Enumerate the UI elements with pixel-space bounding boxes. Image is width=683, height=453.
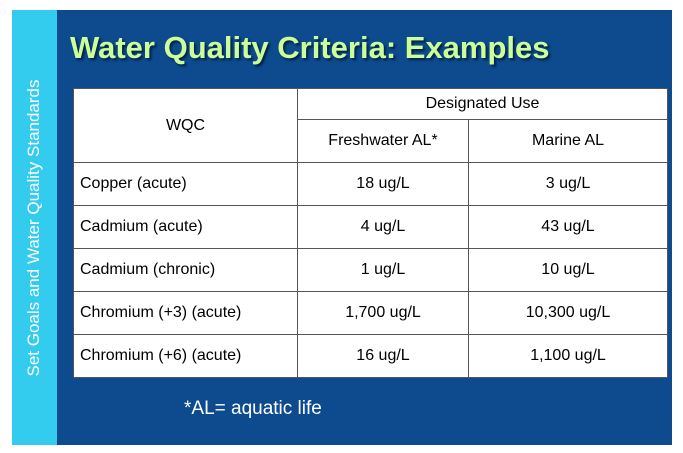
table-row: Chromium (+6) (acute) 16 ug/L 1,100 ug/L	[73, 334, 668, 378]
table-row: Cadmium (chronic) 1 ug/L 10 ug/L	[73, 248, 668, 292]
table-cell: 3 ug/L	[468, 162, 668, 206]
table-row: Cadmium (acute) 4 ug/L 43 ug/L	[73, 205, 668, 249]
table-cell: 18 ug/L	[297, 162, 469, 206]
table-row: Chromium (+3) (acute) 1,700 ug/L 10,300 ug…	[73, 291, 668, 335]
table-cell: Copper (acute)	[73, 162, 298, 206]
criteria-table: WQC Designated Use Freshwater AL* Marine…	[73, 88, 668, 378]
table-cell: 1,700 ug/L	[297, 291, 469, 335]
table-cell: 10,300 ug/L	[468, 291, 668, 335]
table-row: Copper (acute) 18 ug/L 3 ug/L	[73, 162, 668, 206]
footnote: *AL= aquatic life	[184, 398, 322, 419]
title: Water Quality Criteria: Examples	[70, 30, 550, 65]
table-cell: 1,100 ug/L	[468, 334, 668, 378]
header-row: Freshwater AL* Marine AL	[74, 119, 668, 163]
table-cell: Chromium (+6) (acute)	[73, 334, 298, 378]
table-cell: 1 ug/L	[297, 248, 469, 292]
table-cell: 4 ug/L	[297, 205, 469, 249]
table-cell: 43 ug/L	[468, 205, 668, 249]
header-cell: Designated Use	[297, 88, 668, 120]
header-row: WQC Designated Use	[73, 88, 668, 163]
table-cell: Chromium (+3) (acute)	[73, 291, 298, 335]
sidebar: Set Goals and Water Quality Standards	[12, 10, 57, 445]
header-cell: Freshwater AL*	[297, 119, 469, 163]
table-cell: 16 ug/L	[297, 334, 469, 378]
slide: Set Goals and Water Quality Standards Wa…	[12, 10, 672, 445]
header-cell: WQC	[73, 88, 298, 163]
table-cell: 10 ug/L	[468, 248, 668, 292]
table-cell: Cadmium (acute)	[73, 205, 298, 249]
table-cell: Cadmium (chronic)	[73, 248, 298, 292]
sidebar-text: Set Goals and Water Quality Standards	[24, 79, 43, 377]
header-cell: Marine AL	[468, 119, 668, 163]
